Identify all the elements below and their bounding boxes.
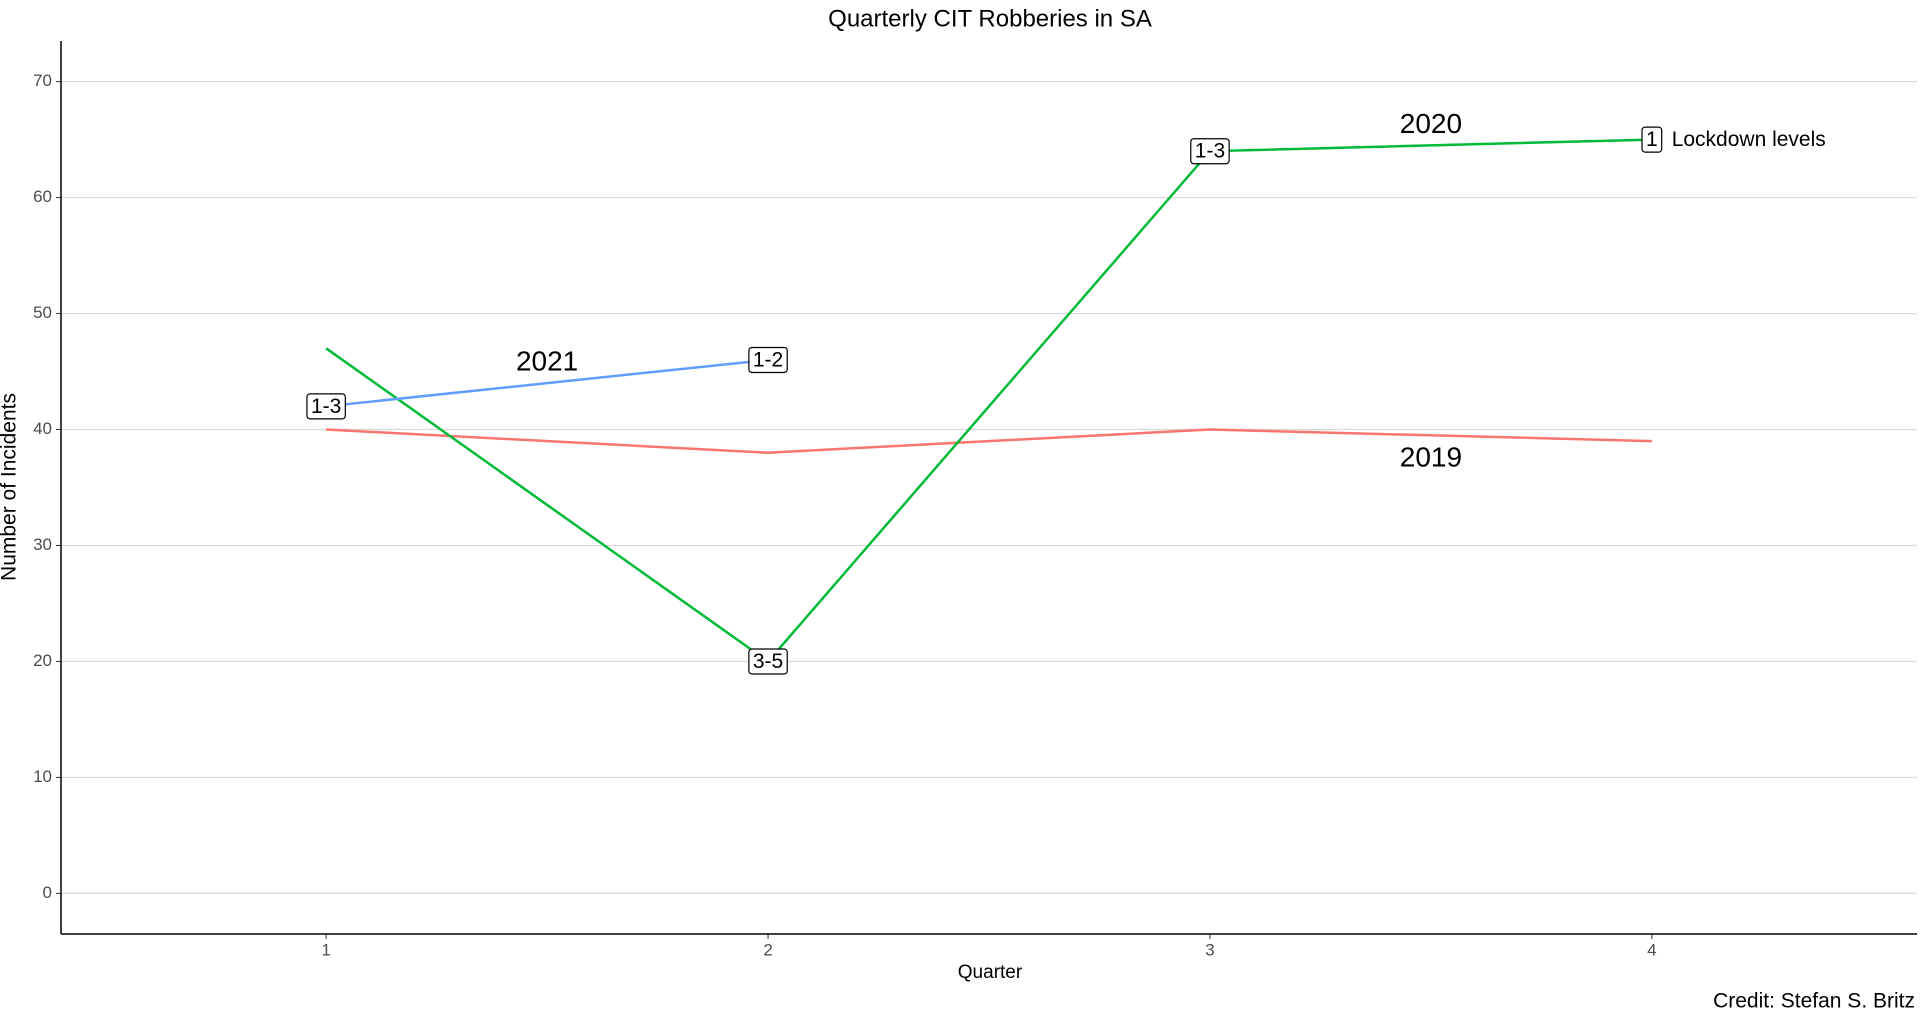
label-box <box>748 346 788 374</box>
point-label: 1-3 <box>1190 138 1230 165</box>
y-tick-label: 40 <box>33 419 52 438</box>
annotation: Lockdown levels <box>1672 128 1826 151</box>
point-label-text: 1-2 <box>753 348 783 371</box>
y-tick-label: 20 <box>33 651 52 670</box>
label-box <box>306 393 346 420</box>
label-box <box>1641 126 1663 153</box>
point-label: 1-3 <box>306 393 346 420</box>
x-tick-label: 3 <box>1205 940 1214 959</box>
point-label-text: 1-3 <box>1195 140 1225 163</box>
y-tick-label: 30 <box>33 535 52 554</box>
point-label-text: 1 <box>1646 128 1658 151</box>
caption: Credit: Stefan S. Britz <box>1713 990 1915 1013</box>
point-label-text: 1-3 <box>311 395 341 418</box>
y-tick-label: 0 <box>43 883 52 902</box>
y-axis-title: Number of Incidents <box>0 393 21 581</box>
series-label: 2021 <box>516 346 578 377</box>
x-tick-label: 2 <box>763 940 772 959</box>
x-axis-title: Quarter <box>958 962 1023 983</box>
label-box <box>748 648 788 675</box>
point-label: 1 <box>1641 126 1663 153</box>
chart-title: Quarterly CIT Robberies in SA <box>828 5 1152 32</box>
series-line <box>325 138 1652 664</box>
series-line <box>326 428 1652 454</box>
label-box <box>1190 138 1230 165</box>
y-tick-label: 70 <box>33 71 52 90</box>
series-line <box>326 358 769 408</box>
point-label: 1-2 <box>748 346 788 374</box>
y-tick-label: 10 <box>33 767 52 786</box>
series-label: 2020 <box>1400 108 1462 139</box>
point-label-text: 3-5 <box>753 650 783 673</box>
x-tick-label: 4 <box>1647 940 1656 959</box>
x-tick-label: 1 <box>321 940 330 959</box>
y-tick-label: 60 <box>33 187 52 206</box>
point-label: 3-5 <box>748 648 788 675</box>
series-label: 2019 <box>1400 442 1462 473</box>
y-tick-label: 50 <box>33 303 52 322</box>
